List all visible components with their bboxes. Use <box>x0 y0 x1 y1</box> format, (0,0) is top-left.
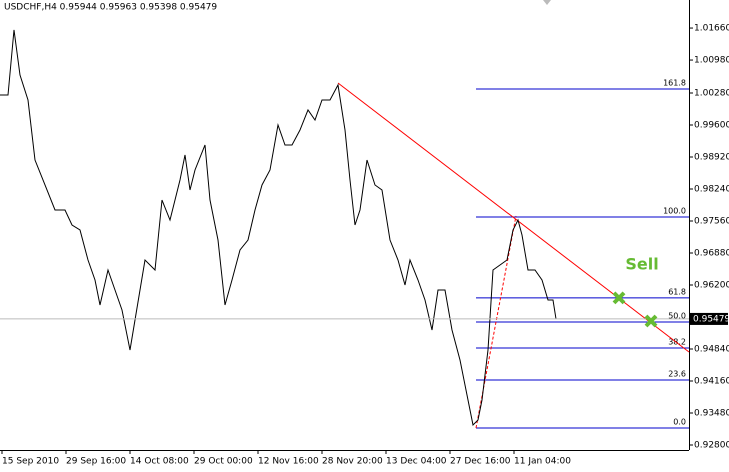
fib-label: 161.8 <box>663 78 686 87</box>
x-tick-label: 27 Dec 16:00 <box>450 457 511 467</box>
y-tick-label: 0.96880 <box>694 249 729 259</box>
current-price-box <box>690 312 728 325</box>
fib-label: 0.0 <box>673 418 686 427</box>
y-tick-label: 0.97560 <box>694 216 729 226</box>
x-tick-label: 15 Sep 2010 <box>2 457 59 467</box>
y-tick-label: 1.00980 <box>694 56 729 66</box>
y-tick-label: 0.92800 <box>694 441 729 451</box>
x-tick-label: 12 Nov 16:00 <box>258 457 319 467</box>
fib-label: 50.0 <box>668 311 686 320</box>
y-tick-label: 0.98920 <box>694 152 729 162</box>
x-tick-label: 14 Oct 08:00 <box>130 457 189 467</box>
y-tick-label: 0.98240 <box>694 184 729 194</box>
chart-title: USDCHF,H4 0.95944 0.95963 0.95398 0.9547… <box>4 3 217 13</box>
fib-label: 61.8 <box>668 287 686 296</box>
y-tick-label: 0.99600 <box>694 120 729 130</box>
x-tick-label: 11 Jan 04:00 <box>514 457 571 467</box>
trendline <box>337 82 690 353</box>
price-line <box>0 29 557 427</box>
fib-label: 38.2 <box>668 338 686 347</box>
sell-marker <box>612 291 626 305</box>
sell-label: Sell <box>625 255 658 274</box>
sell-marker <box>644 314 658 328</box>
fib-label: 100.0 <box>663 206 686 215</box>
fib-label: 23.6 <box>668 370 686 379</box>
x-tick-label: 13 Dec 04:00 <box>386 457 447 467</box>
y-tick-label: 0.93480 <box>694 409 729 419</box>
y-tick-label: 0.94160 <box>694 377 729 387</box>
x-tick-label: 29 Sep 16:00 <box>66 457 126 467</box>
scroll-marker <box>543 0 551 5</box>
x-tick-label: 29 Oct 00:00 <box>194 457 253 467</box>
current-price-label: 0.95479 <box>693 314 729 324</box>
x-tick-label: 28 Nov 20:00 <box>322 457 383 467</box>
y-tick-label: 0.96200 <box>694 281 729 291</box>
y-tick-label: 0.94840 <box>694 345 729 355</box>
y-tick-label: 1.01660 <box>694 24 729 34</box>
y-tick-label: 1.00280 <box>694 88 729 98</box>
